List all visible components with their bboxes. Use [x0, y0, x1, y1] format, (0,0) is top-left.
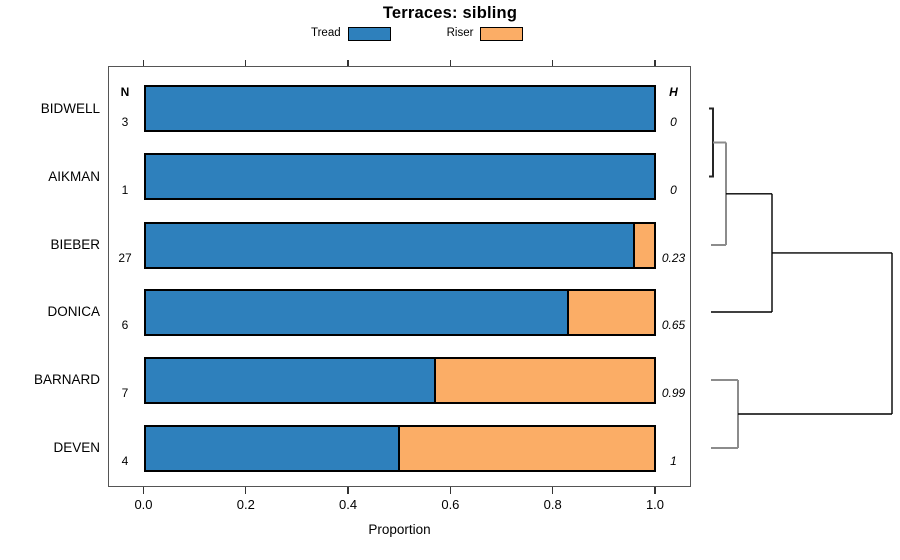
x-axis-tick-bottom [449, 487, 452, 494]
x-axis-title: Proportion [368, 522, 431, 537]
h-column-header: H [669, 85, 678, 99]
stacked-bar-donica [143, 288, 656, 336]
category-label-deven: DEVEN [53, 440, 100, 455]
x-axis-tick-label: 0.2 [236, 497, 255, 512]
tread-segment [145, 358, 436, 402]
h-value-aikman: 0 [670, 182, 677, 197]
h-value-barnard: 0.99 [661, 386, 686, 400]
stacked-bar-deven [143, 424, 656, 472]
x-axis-tick-label: 0.6 [441, 497, 460, 512]
category-label-bieber: BIEBER [50, 237, 100, 252]
n-value-barnard: 7 [121, 386, 129, 400]
stacked-bar-bidwell [143, 85, 656, 132]
category-label-barnard: BARNARD [33, 372, 100, 387]
legend-swatch-riser [480, 26, 524, 41]
legend-label-tread: Tread [311, 27, 341, 39]
category-label-aikman: AIKMAN [48, 168, 100, 184]
x-axis-tick-top [142, 59, 145, 66]
h-value-bieber: 0.23 [661, 251, 686, 265]
x-axis-tick-top [654, 59, 656, 66]
x-axis-tick-bottom [245, 487, 247, 494]
x-axis-tick-top [347, 59, 349, 66]
x-axis-tick-label: 1.0 [645, 497, 665, 512]
x-axis-tick-label: 0.0 [134, 497, 153, 512]
n-value-bieber: 27 [118, 251, 132, 265]
tread-segment [145, 223, 635, 267]
tread-segment [145, 87, 654, 130]
x-axis-tick-bottom [142, 487, 145, 494]
tread-segment [145, 155, 654, 198]
n-value-donica: 6 [121, 318, 129, 332]
chart-title: Terraces: sibling [382, 4, 518, 22]
tread-segment [145, 290, 569, 334]
legend-label-riser: Riser [446, 27, 474, 39]
plot-box [108, 66, 691, 487]
x-axis-tick-top [552, 59, 554, 66]
x-axis-tick-bottom [654, 487, 656, 494]
stacked-bar-barnard [143, 356, 656, 404]
x-axis-tick-top [449, 59, 452, 66]
x-axis-tick-top [245, 59, 247, 66]
x-axis-tick-label: 0.8 [543, 497, 562, 512]
legend: Tread Riser [311, 26, 524, 41]
legend-swatch-tread [347, 26, 391, 41]
category-label-donica: DONICA [47, 304, 100, 319]
h-value-donica: 0.65 [661, 318, 686, 332]
n-value-aikman: 1 [121, 182, 129, 197]
stacked-bar-aikman [143, 153, 656, 200]
category-label-bidwell: BIDWELL [40, 100, 100, 116]
n-value-deven: 4 [121, 454, 129, 468]
x-axis-tick-bottom [347, 487, 349, 494]
x-axis-tick-bottom [552, 487, 554, 494]
x-axis-tick-label: 0.4 [339, 497, 358, 512]
stacked-bar-bieber [143, 221, 656, 269]
h-value-bidwell: 0 [670, 114, 677, 129]
tread-segment [145, 426, 400, 470]
n-column-header: N [120, 85, 130, 99]
h-value-deven: 1 [670, 454, 677, 468]
n-value-bidwell: 3 [121, 114, 129, 129]
